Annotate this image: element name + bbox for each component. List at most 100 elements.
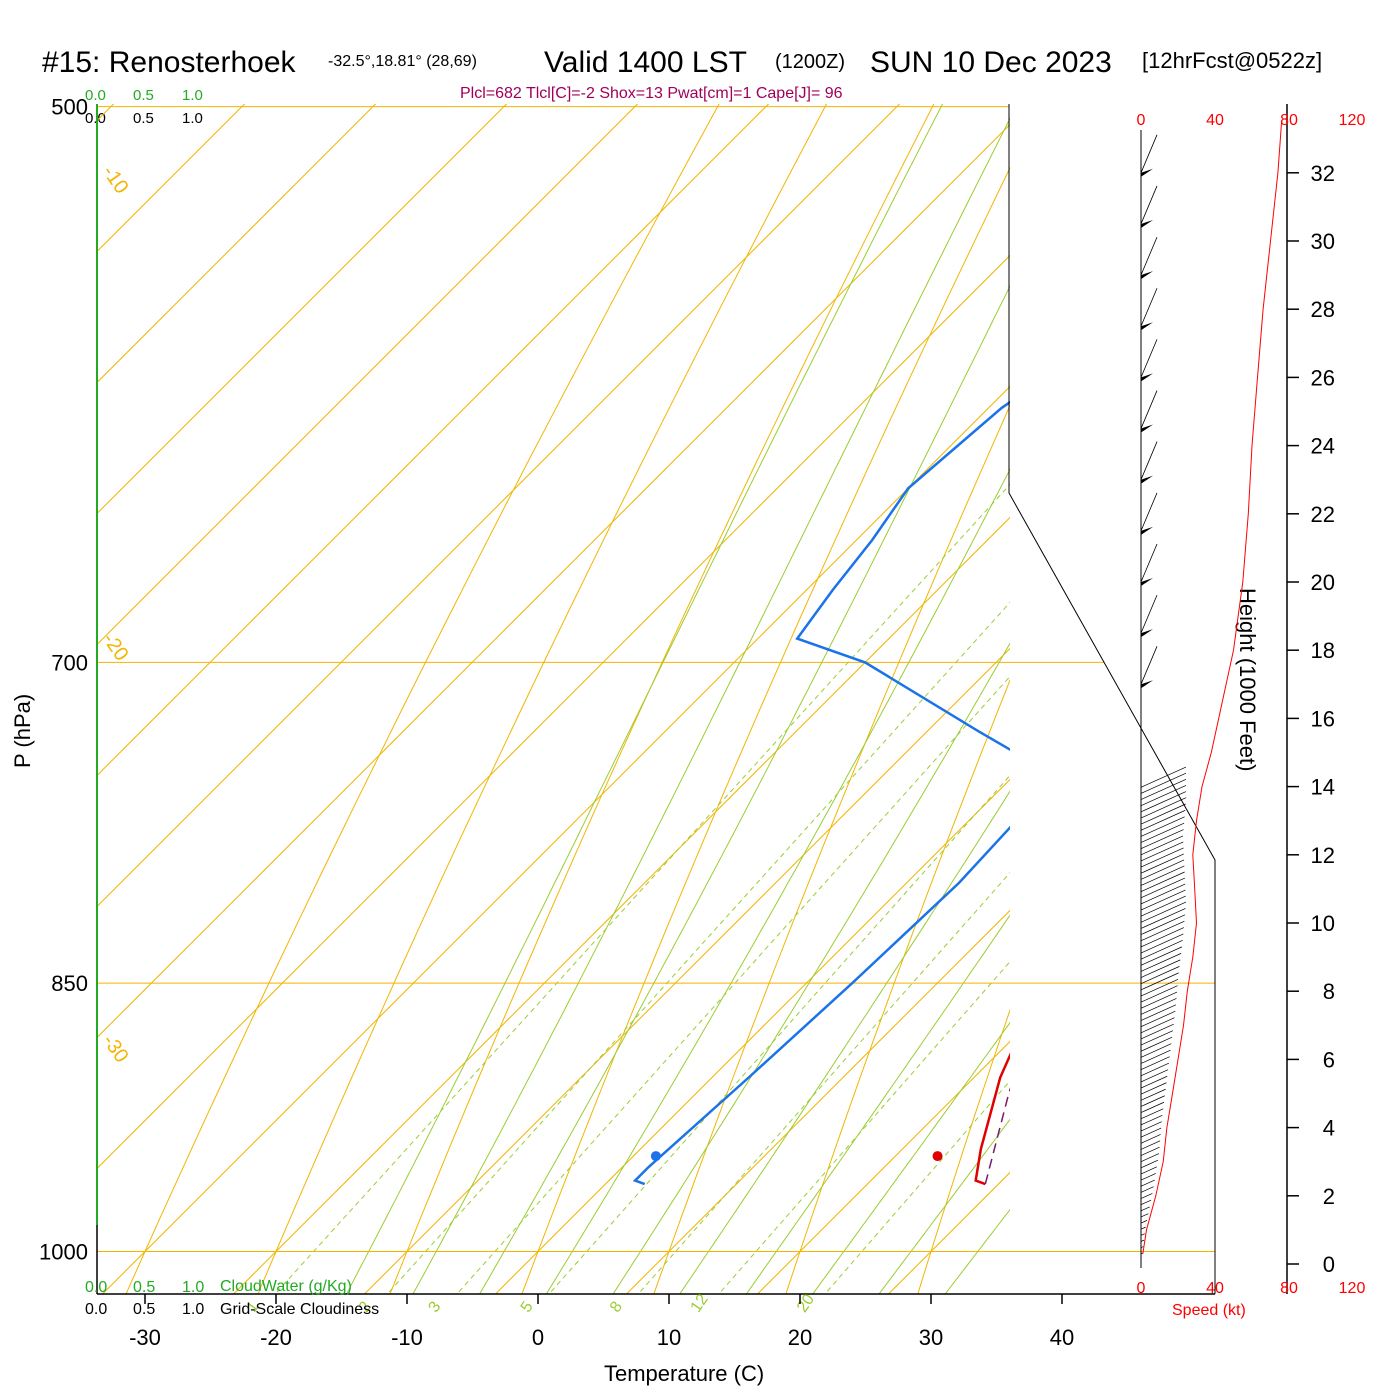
- wind-barb-pennant: [1141, 578, 1153, 586]
- dewpoint-line: [632, 400, 1010, 1186]
- moist-adiabat: [479, 285, 1010, 1294]
- sounding-lines: [632, 400, 1010, 1186]
- wind-barb: [1140, 1199, 1152, 1205]
- x-axis-title: Temperature (C): [604, 1361, 764, 1386]
- stability-indices: Plcl=682 Tlcl[C]=-2 Shox=13 Pwat[cm]=1 C…: [460, 85, 843, 102]
- dry-adiabat: [1287, 0, 1400, 1400]
- height-tick-label: 4: [1323, 1116, 1335, 1141]
- cloudiness-tick: 1.0: [182, 110, 203, 127]
- x-tick-label: 20: [788, 1325, 812, 1350]
- wind-speed-line: [1142, 121, 1283, 1254]
- wind-barb: [1140, 339, 1158, 378]
- surface-dewpoint-marker: [650, 1151, 661, 1162]
- wind-barb-pennant: [1141, 219, 1153, 228]
- wind-barb: [1140, 920, 1185, 942]
- x-tick-label: -20: [260, 1325, 292, 1350]
- wind-barb: [1140, 1220, 1148, 1224]
- cloudwater-tick: 1.0: [182, 87, 203, 104]
- wind-barb-pennant: [1141, 271, 1153, 280]
- wind-barb-pennant: [1141, 629, 1153, 638]
- wind-barb-pennant: [1141, 322, 1153, 331]
- wind-barb: [1140, 859, 1185, 880]
- wind-barb: [1140, 1049, 1171, 1064]
- isotherm: [1167, 0, 1400, 1400]
- height-tick-label: 14: [1311, 775, 1335, 800]
- surface-temperature-marker: [932, 1151, 943, 1162]
- moist-adiabat: [345, 104, 944, 1294]
- wind-barb: [1140, 1246, 1144, 1248]
- wind-barb: [1140, 288, 1158, 327]
- wind-barb: [1140, 594, 1158, 634]
- isotherm: [887, 1171, 1010, 1294]
- pressure-tick-label: 500: [51, 95, 88, 120]
- bottom-legend: 0.0 0.5 1.0 CloudWater (g/Kg) 0.0 0.5 1.…: [85, 1278, 1246, 1319]
- speed-tick-top: 80: [1280, 112, 1298, 129]
- moist-adiabat: [545, 468, 1010, 1294]
- mixing-ratio-label: 20: [794, 1291, 818, 1315]
- wind-barb-pennant: [1141, 680, 1153, 689]
- moist-adiabat: [878, 1118, 1010, 1294]
- speed-tick-bottom: 0: [1137, 1280, 1146, 1297]
- mixing-ratio-label: 8: [607, 1298, 626, 1315]
- pressure-tick-label: 1000: [39, 1240, 88, 1265]
- height-tick-label: 22: [1311, 502, 1335, 527]
- wind-barb: [1140, 1239, 1145, 1242]
- dry-adiabat: [917, 1008, 1010, 1294]
- height-tick-label: 6: [1323, 1047, 1335, 1072]
- wind-barb: [1140, 889, 1186, 911]
- wind-barb: [1140, 816, 1185, 837]
- valid-time: Valid 1400 LST: [544, 46, 747, 79]
- wind-barb: [1140, 1166, 1157, 1175]
- cloudiness-tick: 0.0: [85, 1301, 107, 1318]
- wind-barb: [1140, 441, 1158, 480]
- wind-barb: [1140, 390, 1158, 429]
- dry-adiabat: [389, 104, 935, 1294]
- wind-barb: [1140, 1069, 1169, 1083]
- wind-barb: [1140, 810, 1186, 831]
- wind-barb: [1140, 847, 1184, 868]
- mixing-ratio-line: [718, 960, 1010, 1294]
- height-tick-label: 8: [1323, 979, 1335, 1004]
- isotherm: [1036, 0, 1400, 1400]
- y-axis-title: P (hPa): [10, 694, 35, 768]
- wind-barb-pennant: [1141, 373, 1153, 382]
- height-tick-label: 12: [1311, 843, 1335, 868]
- wind-barb: [1140, 1095, 1165, 1107]
- wind-barb: [1140, 883, 1186, 905]
- x-tick-label: 10: [657, 1325, 681, 1350]
- wind-barb: [1140, 1101, 1165, 1113]
- speed-tick-top: 0: [1137, 112, 1146, 129]
- x-tick-label: -10: [391, 1325, 423, 1350]
- wind-barb: [1140, 1088, 1166, 1101]
- wind-barb: [1140, 1173, 1156, 1181]
- isobars: [97, 106, 1215, 1252]
- right-boundary: [1008, 104, 1216, 1294]
- wind-barb: [1140, 1010, 1176, 1027]
- wind-barb: [1140, 895, 1186, 917]
- moist-adiabat: [679, 790, 1010, 1294]
- wind-barb: [1140, 1075, 1168, 1089]
- wind-barb: [1140, 803, 1186, 825]
- wind-barb: [1140, 134, 1158, 173]
- wind-barb: [1140, 1146, 1160, 1156]
- wind-barb: [1140, 953, 1182, 972]
- cloudiness-tick: 0.5: [133, 1301, 155, 1318]
- wind-barb: [1140, 841, 1184, 862]
- parcel-line: [984, 1087, 1010, 1185]
- moist-adiabat: [812, 1021, 1010, 1294]
- mixing-ratio-label: 3: [426, 1298, 445, 1315]
- wind-barb: [1140, 785, 1187, 807]
- height-tick-label: 16: [1311, 706, 1335, 731]
- mixing-ratio-line: [824, 1080, 1010, 1294]
- forecast-run: [12hrFcst@0522z]: [1142, 48, 1322, 73]
- wind-barb: [1140, 1023, 1174, 1040]
- wind-barb: [1140, 1153, 1160, 1163]
- forecast-date: SUN 10 Dec 2023: [870, 46, 1112, 79]
- zulu-time: (1200Z): [775, 51, 845, 73]
- height-tick-label: 26: [1311, 365, 1335, 390]
- dry-adiabat: [785, 678, 1010, 1294]
